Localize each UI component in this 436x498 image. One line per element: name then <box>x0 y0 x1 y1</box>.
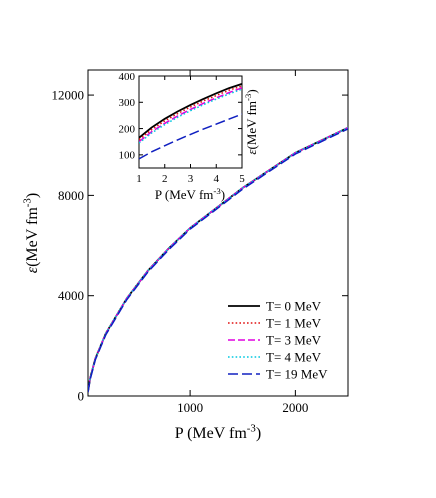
inset-y-axis-label: ε(MeV fm-3) <box>243 89 259 154</box>
inset-x-tick-label: 4 <box>214 173 220 185</box>
inset-x-axis-label: P (MeV fm-3) <box>155 186 225 202</box>
inset-y-tick-label: 200 <box>119 123 136 135</box>
inset-y-tick-label: 300 <box>119 97 136 109</box>
inset-series-line-1 <box>139 85 242 141</box>
main-series-line-3 <box>88 127 348 392</box>
inset-series-line-3 <box>139 88 242 144</box>
main-y-axis-label: ε(MeV fm-3) <box>22 193 41 273</box>
main-x-tick-label: 1000 <box>177 400 203 415</box>
main-x-tick-label: 2000 <box>282 400 308 415</box>
inset-x-tick-label: 1 <box>136 173 142 185</box>
legend-label-2: T= 3 MeV <box>266 333 322 348</box>
main-x-axis-label: P (MeV fm-3) <box>175 423 261 442</box>
legend-label-3: T= 4 MeV <box>266 350 322 365</box>
inset-x-tick-label: 5 <box>239 173 245 185</box>
legend-label-1: T= 1 MeV <box>266 316 322 331</box>
legend: T= 0 MeV T= 1 MeV T= 3 MeV T= 4 MeV T= 19 Me… <box>228 299 328 382</box>
main-y-tick-label: 4000 <box>58 288 84 303</box>
main-y-tick-label: 0 <box>78 389 85 404</box>
inset-series-line-4 <box>139 113 242 160</box>
inset-x-tick-label: 2 <box>162 173 168 185</box>
inset-plot: 1 2 3 4 5 100 200 300 400 P (MeV fm-3) ε(MeV fm-3) <box>119 71 260 202</box>
inset-y-tick-label: 400 <box>119 71 136 83</box>
main-series-line-4 <box>88 128 348 393</box>
main-y-tick-label: 8000 <box>58 188 84 203</box>
legend-label-0: T= 0 MeV <box>266 299 322 314</box>
inset-x-tick-label: 3 <box>188 173 194 185</box>
inset-series-line-2 <box>139 87 242 143</box>
inset-y-tick-label: 100 <box>119 150 136 162</box>
inset-series-line-0 <box>139 83 242 139</box>
main-y-tick-label: 12000 <box>52 88 85 103</box>
legend-label-4: T= 19 MeV <box>266 367 328 382</box>
